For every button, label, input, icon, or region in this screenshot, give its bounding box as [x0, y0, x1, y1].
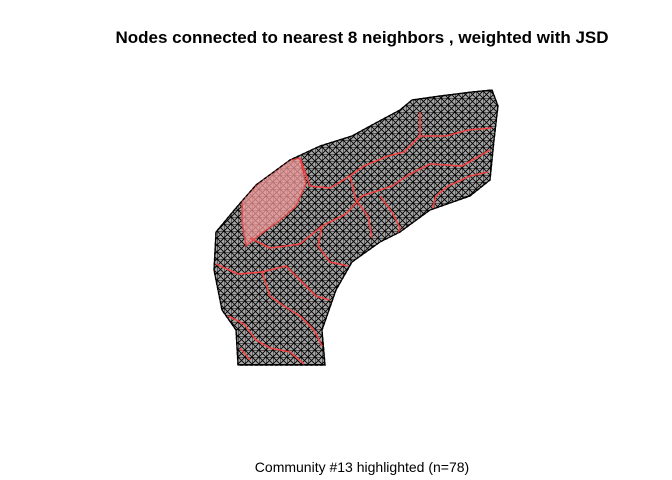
plot-title: Nodes connected to nearest 8 neighbors ,…	[115, 28, 609, 47]
mesh-outline	[213, 89, 499, 366]
plot-subtitle: Community #13 highlighted (n=78)	[254, 459, 470, 475]
community-edges	[215, 112, 493, 365]
